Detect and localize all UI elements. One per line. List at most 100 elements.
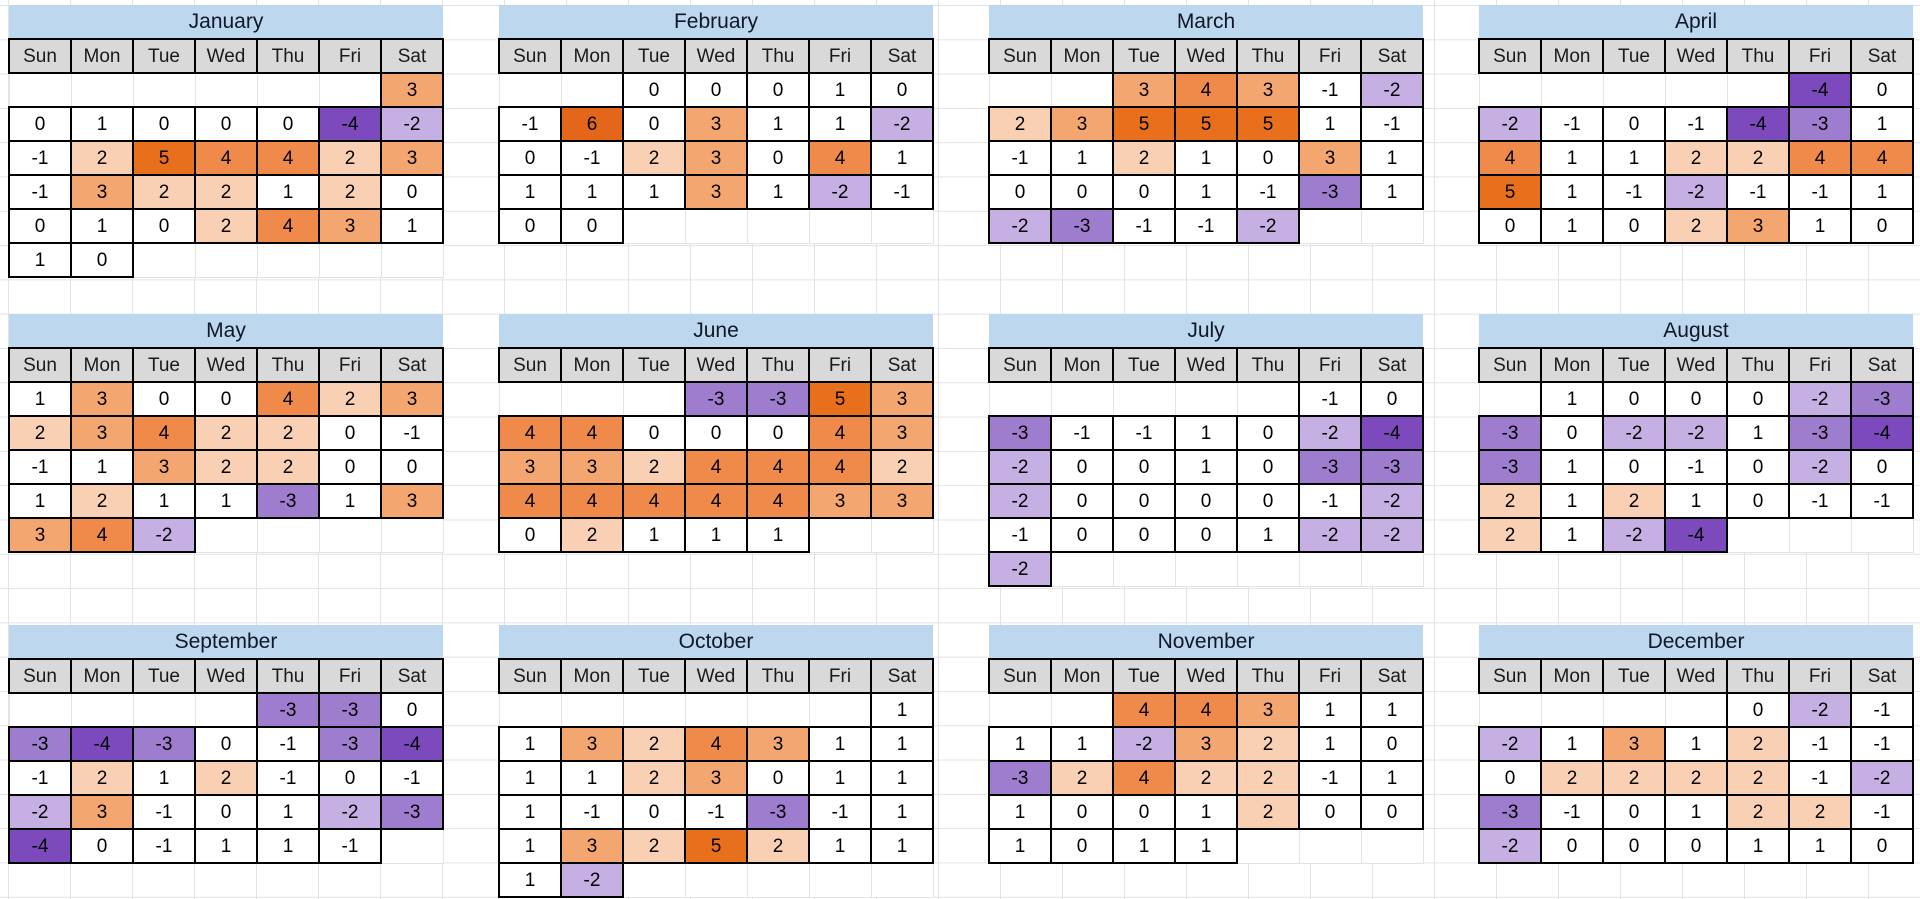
day-cell[interactable]: -1: [1664, 449, 1728, 485]
day-cell[interactable]: 0: [622, 72, 686, 108]
day-cell[interactable]: 1: [1664, 483, 1728, 519]
weekday-header-fri[interactable]: Fri: [1298, 658, 1362, 694]
weekday-header-mon[interactable]: Mon: [1540, 38, 1604, 74]
day-cell[interactable]: 3: [870, 381, 934, 417]
month-title[interactable]: January: [9, 5, 443, 40]
day-cell[interactable]: 0: [1050, 517, 1114, 553]
day-cell[interactable]: -1: [1850, 794, 1914, 830]
day-cell[interactable]: -1: [1850, 726, 1914, 762]
day-cell[interactable]: 4: [808, 140, 872, 176]
day-cell[interactable]: 1: [1298, 726, 1362, 762]
day-cell[interactable]: -4: [8, 828, 72, 864]
day-cell[interactable]: 4: [256, 208, 320, 244]
day-cell[interactable]: -1: [256, 726, 320, 762]
day-cell[interactable]: -1: [1540, 106, 1604, 142]
weekday-header-fri[interactable]: Fri: [1788, 658, 1852, 694]
day-cell[interactable]: 1: [1360, 760, 1424, 796]
day-cell[interactable]: 3: [70, 174, 134, 210]
day-cell[interactable]: -2: [988, 208, 1052, 244]
day-cell[interactable]: 0: [746, 760, 810, 796]
day-cell[interactable]: 1: [870, 828, 934, 864]
day-cell[interactable]: 1: [622, 174, 686, 210]
day-cell[interactable]: 1: [870, 726, 934, 762]
day-cell[interactable]: 1: [808, 760, 872, 796]
day-cell[interactable]: -2: [1112, 726, 1176, 762]
day-cell[interactable]: 5: [1236, 106, 1300, 142]
day-cell[interactable]: 3: [684, 760, 748, 796]
day-cell[interactable]: 4: [498, 415, 562, 451]
weekday-header-fri[interactable]: Fri: [318, 658, 382, 694]
day-cell[interactable]: 2: [1236, 726, 1300, 762]
day-cell[interactable]: -3: [1360, 449, 1424, 485]
day-cell[interactable]: 2: [622, 140, 686, 176]
day-cell[interactable]: 2: [1664, 760, 1728, 796]
weekday-header-thu[interactable]: Thu: [1236, 347, 1300, 383]
day-cell[interactable]: 0: [1850, 208, 1914, 244]
day-cell[interactable]: 0: [498, 208, 562, 244]
day-cell[interactable]: -1: [132, 828, 196, 864]
day-cell[interactable]: 4: [684, 726, 748, 762]
day-cell[interactable]: 0: [1174, 517, 1238, 553]
day-cell[interactable]: 0: [560, 208, 624, 244]
weekday-header-wed[interactable]: Wed: [1664, 347, 1728, 383]
weekday-header-wed[interactable]: Wed: [1174, 38, 1238, 74]
day-cell[interactable]: 1: [746, 517, 810, 553]
day-cell[interactable]: -2: [988, 551, 1052, 587]
day-cell[interactable]: 3: [380, 483, 444, 519]
day-cell[interactable]: -1: [1298, 72, 1362, 108]
day-cell[interactable]: 1: [1298, 692, 1362, 728]
weekday-header-sat[interactable]: Sat: [1360, 347, 1424, 383]
day-cell[interactable]: 0: [1236, 415, 1300, 451]
day-cell[interactable]: 0: [1360, 794, 1424, 830]
day-cell[interactable]: 4: [684, 449, 748, 485]
day-cell[interactable]: -2: [1602, 517, 1666, 553]
day-cell[interactable]: 3: [684, 140, 748, 176]
day-cell[interactable]: 0: [1112, 174, 1176, 210]
weekday-header-sat[interactable]: Sat: [380, 347, 444, 383]
day-cell[interactable]: 2: [1664, 208, 1728, 244]
day-cell[interactable]: -1: [1788, 726, 1852, 762]
day-cell[interactable]: 2: [194, 760, 258, 796]
day-cell[interactable]: -1: [256, 760, 320, 796]
day-cell[interactable]: -1: [1726, 174, 1790, 210]
day-cell[interactable]: 3: [1236, 72, 1300, 108]
day-cell[interactable]: 3: [380, 140, 444, 176]
day-cell[interactable]: 0: [498, 140, 562, 176]
day-cell[interactable]: -1: [1298, 483, 1362, 519]
weekday-header-wed[interactable]: Wed: [194, 38, 258, 74]
day-cell[interactable]: 3: [870, 483, 934, 519]
weekday-header-thu[interactable]: Thu: [1236, 658, 1300, 694]
weekday-header-sun[interactable]: Sun: [988, 658, 1052, 694]
day-cell[interactable]: 2: [1236, 794, 1300, 830]
day-cell[interactable]: -3: [1788, 415, 1852, 451]
day-cell[interactable]: -1: [684, 794, 748, 830]
day-cell[interactable]: 0: [1112, 449, 1176, 485]
month-title[interactable]: August: [1479, 314, 1913, 349]
day-cell[interactable]: -1: [988, 517, 1052, 553]
weekday-header-tue[interactable]: Tue: [622, 658, 686, 694]
weekday-header-mon[interactable]: Mon: [560, 658, 624, 694]
weekday-header-mon[interactable]: Mon: [1540, 658, 1604, 694]
day-cell[interactable]: -1: [380, 415, 444, 451]
day-cell[interactable]: 0: [1602, 208, 1666, 244]
month-title[interactable]: June: [499, 314, 933, 349]
day-cell[interactable]: -3: [132, 726, 196, 762]
day-cell[interactable]: 0: [1602, 381, 1666, 417]
day-cell[interactable]: 0: [1726, 483, 1790, 519]
day-cell[interactable]: -3: [318, 692, 382, 728]
day-cell[interactable]: -4: [1726, 106, 1790, 142]
day-cell[interactable]: -3: [746, 381, 810, 417]
day-cell[interactable]: 3: [70, 415, 134, 451]
weekday-header-fri[interactable]: Fri: [1298, 38, 1362, 74]
day-cell[interactable]: 0: [1726, 692, 1790, 728]
day-cell[interactable]: 3: [380, 381, 444, 417]
day-cell[interactable]: 1: [1850, 174, 1914, 210]
day-cell[interactable]: 2: [1050, 760, 1114, 796]
day-cell[interactable]: 0: [8, 106, 72, 142]
day-cell[interactable]: -2: [988, 449, 1052, 485]
day-cell[interactable]: 4: [808, 415, 872, 451]
day-cell[interactable]: 0: [1726, 381, 1790, 417]
weekday-header-tue[interactable]: Tue: [622, 38, 686, 74]
day-cell[interactable]: 2: [1174, 760, 1238, 796]
day-cell[interactable]: 0: [622, 106, 686, 142]
